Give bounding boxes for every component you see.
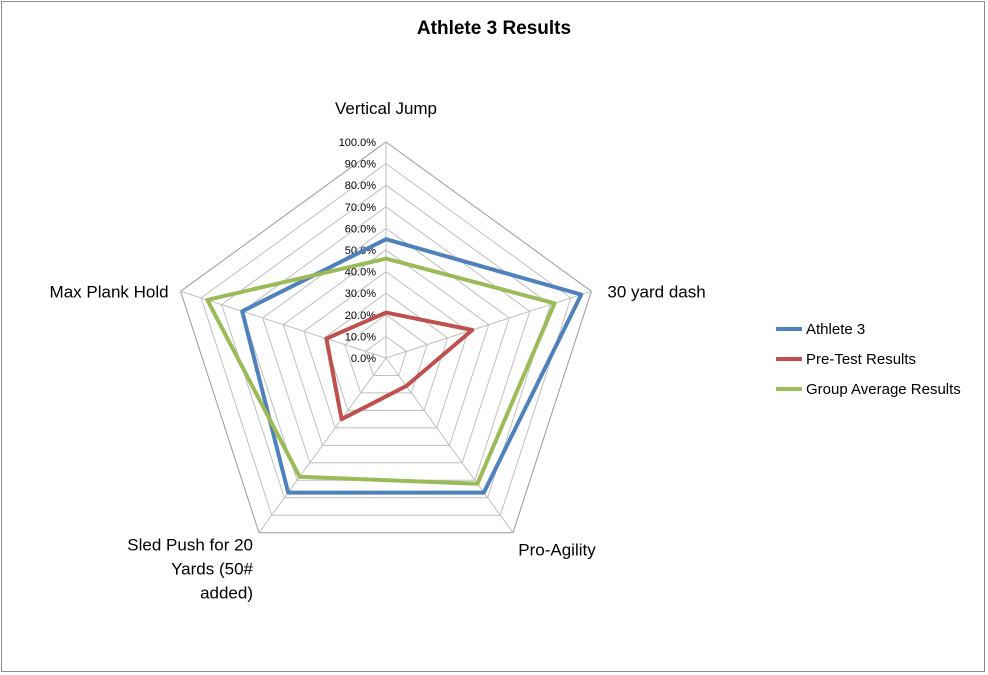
category-label: Vertical Jump — [335, 99, 437, 118]
series-line-pre-test-results — [324, 310, 475, 422]
grid-ring — [180, 141, 592, 534]
radial-tick-label: 40.0% — [345, 267, 376, 279]
category-label: Max Plank Hold — [50, 282, 169, 301]
grid-spoke — [180, 290, 387, 359]
series-line-group-average-results — [205, 256, 557, 486]
radar-grid — [180, 141, 592, 534]
grid-ring — [344, 314, 428, 394]
grid-ring — [262, 227, 510, 464]
chart-title: Athlete 3 Results — [416, 18, 572, 39]
category-labels: Vertical Jump 30 yard dash Pro-Agility Sled… — [50, 99, 706, 603]
grid-ring — [221, 184, 551, 499]
radial-tick-label: 90.0% — [345, 159, 376, 171]
grid-ring — [282, 249, 490, 446]
grid-ring — [323, 292, 449, 411]
series-lines — [205, 237, 584, 495]
legend-label: Group Average Results — [806, 380, 961, 398]
grid-ring — [200, 162, 572, 516]
legend-label: Athlete 3 — [806, 320, 866, 338]
legend-item: Group Average Results — [776, 374, 961, 404]
category-label: 30 yard dash — [607, 282, 705, 301]
radial-tick-label: 60.0% — [345, 223, 376, 235]
category-label: Sled Push for 20 Yards (50# added) — [127, 536, 253, 603]
grid-spoke — [258, 357, 387, 533]
grid-spoke — [385, 290, 592, 359]
legend-swatch — [776, 327, 802, 331]
legend-item: Pre-Test Results — [776, 344, 961, 374]
radial-tick-label: 70.0% — [345, 202, 376, 214]
legend-swatch — [776, 387, 802, 391]
legend-swatch — [776, 357, 802, 361]
radial-tick-label: 10.0% — [345, 331, 376, 343]
legend-item: Athlete 3 — [776, 314, 961, 344]
grid-ring — [364, 335, 408, 376]
radial-tick-label: 80.0% — [345, 180, 376, 192]
legend: Athlete 3 Pre-Test Results Group Average R… — [776, 314, 961, 404]
radial-tick-label: 0.0% — [351, 353, 376, 365]
radial-tick-label: 100.0% — [339, 137, 377, 149]
category-label: Pro-Agility — [518, 541, 596, 560]
series-line-athlete-3 — [240, 237, 584, 495]
radial-tick-label: 30.0% — [345, 288, 376, 300]
legend-label: Pre-Test Results — [806, 350, 917, 368]
grid-ring — [303, 270, 469, 429]
